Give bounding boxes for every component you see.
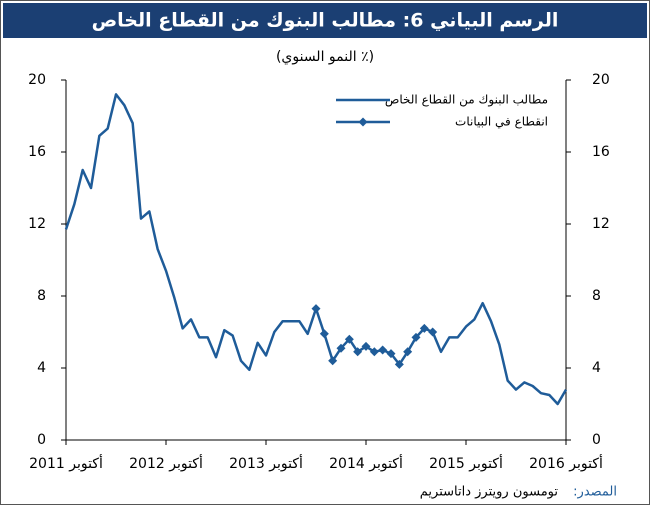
series-marker <box>369 347 379 357</box>
y-tick-label: 12 <box>28 216 46 232</box>
series-marker <box>378 345 388 355</box>
chart-subtitle: (٪ النمو السنوي) <box>276 49 374 65</box>
legend-label: مطالب البنوك من القطاع الخاص <box>385 93 548 108</box>
legend-marker <box>358 117 368 127</box>
series-marker <box>419 323 429 333</box>
series-marker <box>336 343 346 353</box>
series-marker <box>353 347 363 357</box>
y-tick-label: 8 <box>37 288 46 304</box>
x-tick-label: أكتوبر 2014 <box>329 454 403 472</box>
y2-tick-label: 12 <box>592 216 610 232</box>
y2-tick-label: 16 <box>592 144 610 160</box>
series-marker <box>311 304 321 314</box>
y2-tick-label: 8 <box>592 288 601 304</box>
series-marker <box>403 347 413 357</box>
y-tick-label: 20 <box>28 72 46 88</box>
source: تومسون رويترز داتاستريم <box>420 485 559 500</box>
x-tick-label: أكتوبر 2012 <box>129 454 203 472</box>
y2-tick-label: 20 <box>592 72 610 88</box>
legend-label: انقطاع في البيانات <box>455 115 548 129</box>
chart-title: الرسم البياني 6: مطالب البنوك من القطاع … <box>92 10 559 32</box>
series-marker <box>328 356 338 366</box>
series-marker <box>394 359 404 369</box>
x-tick-label: أكتوبر 2011 <box>29 454 103 472</box>
series-marker <box>386 349 396 359</box>
title-bar <box>3 3 647 38</box>
series-line <box>64 93 568 406</box>
series-marker <box>344 334 354 344</box>
x-tick-label: أكتوبر 2013 <box>229 454 303 472</box>
y2-tick-label: 0 <box>592 432 601 448</box>
y-tick-label: 0 <box>37 432 46 448</box>
source-label: المصدر: <box>573 485 617 500</box>
series-marker <box>428 327 438 337</box>
y-tick-label: 4 <box>37 360 46 376</box>
y2-tick-label: 4 <box>592 360 601 376</box>
x-tick-label: أكتوبر 2016 <box>529 454 603 472</box>
y-tick-label: 16 <box>28 144 46 160</box>
series-marker <box>361 341 371 351</box>
x-tick-label: أكتوبر 2015 <box>429 454 503 472</box>
series-marker <box>319 329 329 339</box>
series-marker <box>411 332 421 342</box>
